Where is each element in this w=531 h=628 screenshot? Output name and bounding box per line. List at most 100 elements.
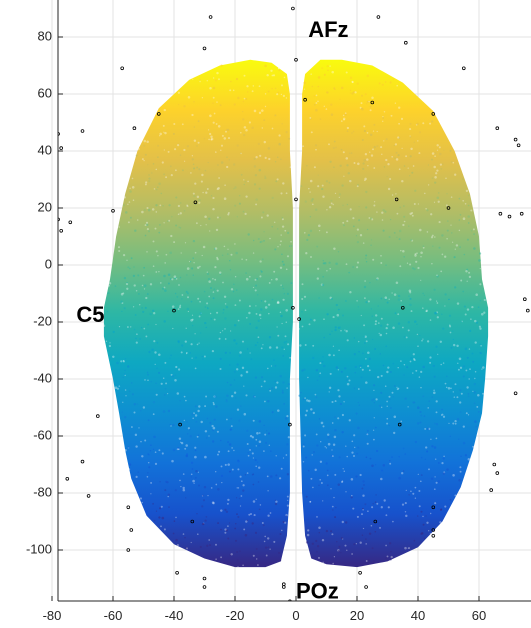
brain-point (349, 76, 353, 80)
brain-point (276, 156, 279, 159)
brain-point (300, 391, 302, 394)
brain-point (302, 398, 305, 401)
y-tick-label: 60 (38, 85, 52, 100)
brain-point (304, 200, 307, 203)
brain-point (246, 429, 249, 432)
brain-point (374, 426, 377, 429)
brain-point (255, 445, 257, 447)
brain-point (267, 303, 271, 306)
brain-point (425, 309, 429, 312)
brain-point (308, 323, 311, 326)
brain-point (162, 204, 164, 207)
brain-point (247, 180, 249, 183)
brain-point (208, 138, 210, 141)
brain-point (169, 423, 172, 426)
brain-point (316, 545, 320, 548)
brain-point (185, 352, 188, 355)
brain-point (322, 195, 325, 198)
brain-point (254, 396, 256, 398)
brain-point (123, 307, 126, 310)
brain-point (425, 515, 427, 517)
brain-point (169, 251, 172, 255)
brain-point (474, 319, 477, 323)
brain-point (227, 137, 231, 140)
brain-point (268, 346, 272, 349)
brain-point (365, 560, 368, 562)
brain-point (346, 130, 349, 132)
sensor-point (489, 488, 494, 492)
brain-point (186, 267, 190, 270)
brain-point (330, 113, 334, 116)
brain-point (376, 211, 378, 213)
brain-point (273, 270, 276, 273)
brain-point (316, 516, 318, 518)
brain-point (437, 192, 440, 194)
brain-point (391, 456, 393, 458)
brain-point (179, 400, 181, 402)
brain-point (381, 211, 384, 214)
brain-point (414, 189, 417, 192)
brain-point (227, 498, 230, 502)
brain-point (267, 400, 270, 403)
brain-point (143, 139, 147, 143)
brain-point (233, 391, 237, 394)
brain-point (156, 186, 159, 189)
brain-point (237, 487, 240, 489)
brain-point (429, 298, 432, 301)
brain-point (228, 443, 232, 446)
brain-point (112, 330, 115, 334)
brain-point (368, 357, 371, 361)
brain-point (303, 368, 306, 371)
brain-point (186, 547, 188, 550)
brain-point (201, 505, 204, 508)
brain-point (245, 128, 248, 132)
brain-point (256, 432, 259, 435)
brain-point (183, 105, 186, 108)
brain-point (102, 324, 106, 327)
brain-point (180, 441, 182, 443)
brain-point (124, 373, 126, 375)
brain-point (213, 318, 216, 321)
brain-point (206, 188, 209, 190)
brain-point (193, 167, 196, 170)
brain-point (366, 228, 369, 231)
brain-point (206, 272, 210, 276)
brain-point (279, 559, 282, 562)
brain-point (162, 410, 166, 413)
brain-point (215, 151, 217, 153)
brain-point (184, 242, 187, 244)
brain-point (403, 374, 405, 376)
brain-point (258, 187, 261, 190)
brain-point (207, 129, 210, 131)
brain-point (364, 297, 366, 299)
brain-point (468, 378, 470, 380)
brain-point (390, 407, 392, 409)
brain-point (204, 215, 207, 219)
brain-point (356, 185, 359, 188)
brain-point (349, 179, 352, 182)
brain-point (307, 529, 310, 532)
brain-point (196, 435, 199, 438)
brain-point (418, 505, 421, 508)
brain-point (166, 392, 169, 395)
x-tick-label: 0 (292, 608, 299, 623)
brain-point (368, 217, 371, 219)
brain-point (357, 401, 359, 404)
sensor-point (394, 197, 399, 202)
brain-point (314, 468, 317, 472)
brain-point (408, 289, 412, 293)
brain-point (318, 375, 321, 378)
brain-point (139, 497, 143, 500)
brain-point (204, 405, 207, 408)
brain-point (144, 234, 147, 237)
brain-point (307, 469, 310, 472)
brain-point (227, 463, 230, 466)
brain-point (369, 105, 372, 108)
brain-point (143, 209, 146, 211)
brain-point (349, 208, 352, 211)
brain-point (206, 544, 209, 547)
brain-point (326, 91, 329, 94)
y-tick-label: -100 (26, 541, 52, 556)
sensor-point (190, 519, 195, 524)
brain-point (315, 433, 318, 436)
